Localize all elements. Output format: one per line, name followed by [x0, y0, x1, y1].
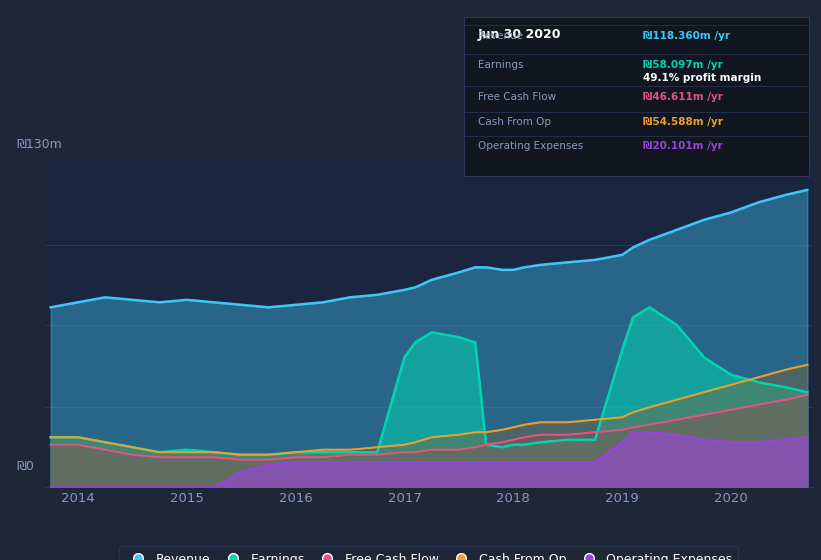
Text: Jun 30 2020: Jun 30 2020	[478, 28, 562, 41]
Text: Earnings: Earnings	[478, 60, 523, 70]
Text: Operating Expenses: Operating Expenses	[478, 141, 583, 151]
Text: ₪46.611m /yr: ₪46.611m /yr	[643, 92, 723, 102]
Text: ₪20.101m /yr: ₪20.101m /yr	[643, 141, 723, 151]
Text: ₪130m: ₪130m	[16, 138, 62, 151]
Text: Cash From Op: Cash From Op	[478, 117, 551, 127]
Text: Free Cash Flow: Free Cash Flow	[478, 92, 556, 102]
Text: ₪118.360m /yr: ₪118.360m /yr	[643, 31, 730, 41]
Text: ₪58.097m /yr: ₪58.097m /yr	[643, 60, 723, 70]
Text: ₪54.588m /yr: ₪54.588m /yr	[643, 117, 723, 127]
Text: Revenue: Revenue	[478, 31, 523, 41]
Text: ₪0: ₪0	[16, 460, 34, 473]
Text: 49.1% profit margin: 49.1% profit margin	[643, 73, 761, 83]
Legend: Revenue, Earnings, Free Cash Flow, Cash From Op, Operating Expenses: Revenue, Earnings, Free Cash Flow, Cash …	[120, 547, 738, 560]
